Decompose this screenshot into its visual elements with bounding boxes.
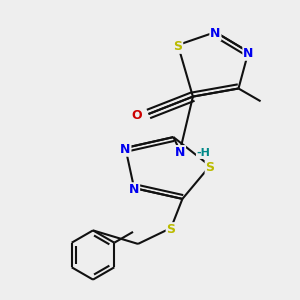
Text: -H: -H bbox=[196, 148, 210, 158]
Text: N: N bbox=[210, 27, 220, 40]
Text: S: S bbox=[167, 223, 176, 236]
Text: N: N bbox=[175, 146, 185, 159]
Text: O: O bbox=[131, 109, 142, 122]
Text: S: S bbox=[173, 40, 182, 53]
Text: N: N bbox=[120, 143, 130, 156]
Text: N: N bbox=[243, 47, 254, 60]
Text: S: S bbox=[206, 161, 214, 174]
Text: N: N bbox=[129, 183, 139, 196]
